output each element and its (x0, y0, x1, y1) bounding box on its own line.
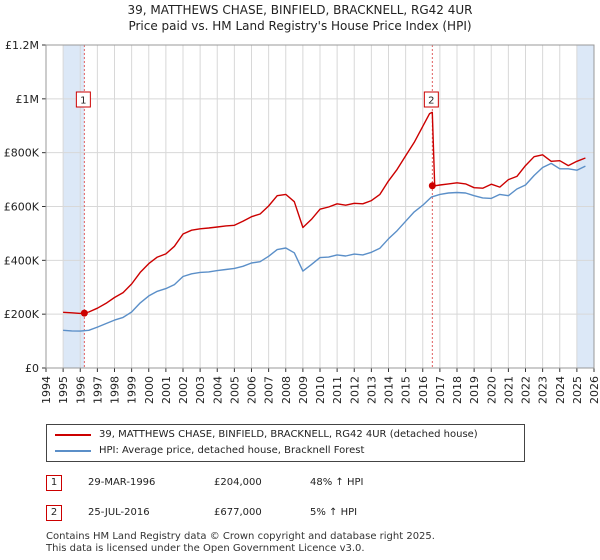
x-tick-label: 2012 (348, 376, 361, 404)
x-tick-label: 2024 (554, 376, 567, 404)
sale-label-box (75, 91, 91, 108)
plot-frame (45, 44, 595, 369)
x-tick-label: 2023 (537, 376, 550, 404)
x-tick-label: 2018 (451, 376, 464, 404)
property-price-line (63, 111, 586, 315)
transaction-number: 1 (46, 475, 62, 491)
legend-label-hpi: HPI: Average price, detached house, Brac… (99, 445, 365, 456)
y-tick-label: £1.2M (5, 39, 39, 52)
chart-subtitle: Price paid vs. HM Land Registry's House … (128, 19, 472, 33)
x-tick-label: 2006 (246, 376, 259, 404)
x-tick-label: 2000 (143, 376, 156, 404)
sale-label-box (423, 91, 439, 108)
x-tick-label: 2017 (434, 376, 447, 404)
x-tick-label: 2005 (228, 376, 241, 404)
sale-label-number: 1 (80, 96, 86, 107)
legend: 39, MATTHEWS CHASE, BINFIELD, BRACKNELL,… (46, 424, 525, 462)
transaction-number: 2 (46, 505, 62, 521)
x-tick-label: 2008 (280, 376, 293, 404)
y-tick-label: £800K (4, 147, 40, 160)
x-tick-label: 2022 (520, 376, 533, 404)
x-tick-label: 2015 (400, 376, 413, 404)
x-tick-label: 2001 (160, 376, 173, 404)
x-tick-label: 2004 (211, 376, 224, 404)
footer-copyright: Contains HM Land Registry data © Crown c… (46, 531, 435, 542)
legend-label-property: 39, MATTHEWS CHASE, BINFIELD, BRACKNELL,… (99, 429, 478, 440)
y-tick-label: £0 (25, 362, 39, 375)
y-tick-label: £400K (4, 254, 40, 267)
x-tick-label: 2002 (177, 376, 190, 404)
sale-point (428, 182, 436, 190)
x-tick-label: 2016 (417, 376, 430, 404)
transaction-price: £204,000 (214, 477, 262, 488)
x-tick-label: 1994 (40, 376, 53, 404)
x-tick-label: 2026 (588, 376, 600, 404)
y-tick-label: £600K (4, 201, 40, 214)
price-chart: 1994 1995 1996 1997 1998 1999 2000 2001 2002 2003… (4, 39, 600, 404)
y-tick-label: £1M (16, 93, 40, 106)
sale-point (80, 309, 88, 317)
x-tick-label: 2003 (194, 376, 207, 404)
hpi-line (63, 162, 586, 332)
transaction-price: £677,000 (214, 507, 262, 518)
x-tick-label: 2014 (383, 376, 396, 404)
x-tick-label: 1998 (109, 376, 122, 404)
x-tick-label: 2010 (314, 376, 327, 404)
x-tick-label: 2013 (365, 376, 378, 404)
x-tick-label: 1995 (57, 376, 70, 404)
x-tick-label: 2007 (263, 376, 276, 404)
chart-title: 39, MATTHEWS CHASE, BINFIELD, BRACKNELL,… (127, 3, 473, 17)
x-tick-label: 2011 (331, 376, 344, 404)
x-tick-label: 1996 (74, 376, 87, 404)
x-tick-label: 2020 (485, 376, 498, 404)
transaction-date: 25-JUL-2016 (88, 507, 150, 518)
x-tick-label: 1999 (126, 376, 139, 404)
x-tick-label: 2021 (502, 376, 515, 404)
x-tick-label: 1997 (91, 376, 104, 404)
x-tick-label: 2019 (468, 376, 481, 404)
legend-swatch-property (55, 434, 91, 436)
footer-licence: This data is licensed under the Open Gov… (46, 543, 365, 554)
transaction-hpi-diff: 5% ↑ HPI (310, 507, 358, 518)
legend-swatch-hpi (55, 450, 91, 452)
transaction-date: 29-MAR-1996 (88, 477, 156, 488)
transaction-hpi-diff: 48% ↑ HPI (310, 477, 364, 488)
sale-label-number: 2 (428, 96, 434, 107)
x-tick-label: 2025 (571, 376, 584, 404)
y-tick-label: £200K (4, 308, 40, 321)
x-tick-label: 2009 (297, 376, 310, 404)
